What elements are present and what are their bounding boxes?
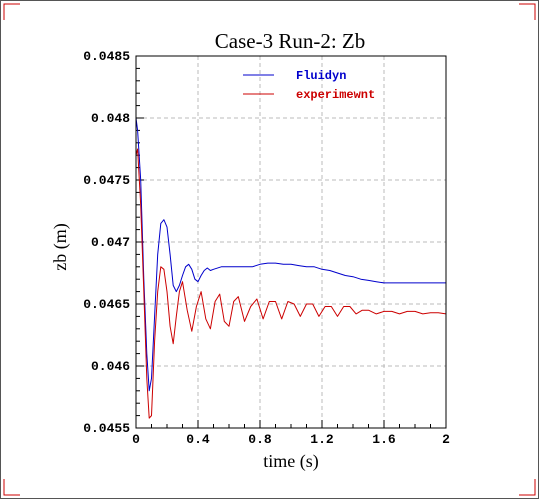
x-tick-label: 0 (132, 432, 140, 447)
legend: Fluidyn experimewnt (243, 69, 375, 102)
x-tick-label: 1.2 (310, 432, 334, 447)
x-tick-label: 1.6 (372, 432, 396, 447)
x-tick-label: 2 (442, 432, 450, 447)
y-tick-label: 0.046 (91, 359, 130, 374)
y-tick-labels: 0.0455 0.046 0.0465 0.047 0.0475 0.048 0.0485 (83, 49, 130, 436)
y-tick-label: 0.0455 (83, 421, 130, 436)
axis-ticks (135, 55, 447, 429)
grid-lines (136, 56, 446, 428)
chart-title: Case-3 Run-2: Zb (215, 29, 365, 53)
x-tick-label: 0.4 (186, 432, 210, 447)
legend-label-fluidyn: Fluidyn (296, 69, 346, 83)
series-line-experimewnt (135, 148, 447, 419)
y-tick-label: 0.0465 (83, 297, 130, 312)
y-axis-label: zb (m) (50, 223, 71, 270)
x-tick-labels: 0 0.4 0.8 1.2 1.6 2 (132, 432, 450, 447)
y-tick-label: 0.0475 (83, 173, 130, 188)
x-axis-label: time (s) (263, 451, 319, 472)
y-tick-label: 0.047 (91, 235, 130, 250)
series-lines (135, 117, 447, 419)
legend-label-experimewnt: experimewnt (296, 88, 375, 102)
y-tick-label: 0.0485 (83, 49, 130, 64)
series-line-fluidyn (135, 117, 446, 392)
x-tick-label: 0.8 (248, 432, 272, 447)
y-tick-label: 0.048 (91, 111, 130, 126)
corner-marks (3, 3, 536, 496)
plot-area-border (135, 55, 447, 429)
